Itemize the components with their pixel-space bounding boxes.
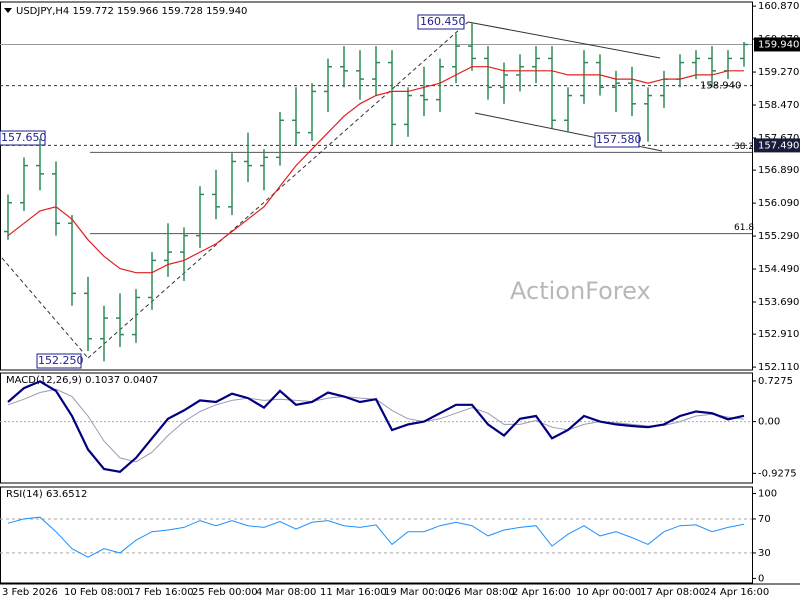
- y-tick-label: 152.910: [758, 329, 799, 340]
- pane-frame: [0, 372, 753, 484]
- annotation-box: [0, 130, 46, 146]
- annotation: 157.580: [596, 133, 642, 146]
- x-tick-label: 26 Mar 08:00: [448, 587, 515, 598]
- channel-line: [467, 21, 661, 59]
- macd-line: [7, 380, 745, 473]
- x-tick-label: 19 Mar 00:00: [384, 587, 451, 598]
- x-tick-label: 2 Apr 16:00: [512, 587, 571, 598]
- x-tick-label: 24 Apr 16:00: [704, 587, 769, 598]
- y-tick-label: 0.7275: [758, 376, 793, 387]
- level-label: 158.940: [700, 81, 741, 92]
- y-tick-label: 159.270: [758, 67, 799, 78]
- y-tick-label: 30: [758, 548, 771, 559]
- watermark: ActionForex: [510, 277, 651, 305]
- y-tick-label: 156.090: [758, 198, 799, 209]
- y-tick-label: 152.110: [758, 362, 799, 373]
- x-tick-label: 11 Mar 16:00: [320, 587, 387, 598]
- level-label: 159.940: [758, 39, 799, 50]
- annotation-box: [36, 353, 82, 369]
- y-tick-label: 153.690: [758, 297, 799, 308]
- level-box: [754, 37, 800, 52]
- annotation: 157.650: [1, 131, 47, 144]
- fib-label: 61.8: [734, 223, 754, 233]
- y-tick-label: 156.890: [758, 165, 799, 176]
- annotation-box: [594, 132, 640, 148]
- x-tick-label: 4 Mar 08:00: [256, 587, 316, 598]
- x-tick-label: 10 Apr 00:00: [576, 587, 641, 598]
- x-tick-label: 17 Apr 08:00: [640, 587, 705, 598]
- rsi-line: [7, 516, 745, 558]
- x-tick-label: 10 Feb 08:00: [64, 587, 130, 598]
- header-arrow: [4, 8, 12, 13]
- y-tick-label: 0: [758, 573, 764, 584]
- y-tick-label: 100: [758, 488, 777, 499]
- y-tick-label: 154.490: [758, 264, 799, 275]
- trend-line: [1, 257, 89, 359]
- y-tick-label: 0.00: [758, 417, 780, 428]
- level-box: [754, 138, 800, 153]
- y-tick-label: 70: [758, 514, 771, 525]
- x-tick-label: 17 Feb 16:00: [128, 587, 194, 598]
- x-tick-label: 25 Feb 00:00: [192, 587, 258, 598]
- pane-frame: [0, 486, 753, 584]
- fib-label: 38.2: [734, 142, 754, 152]
- annotation: 160.450: [420, 15, 466, 28]
- moving-average: [7, 66, 744, 274]
- pane-frame: [0, 1, 753, 371]
- x-tick-label: 3 Feb 2026: [2, 587, 58, 598]
- y-tick-label: 155.290: [758, 231, 799, 242]
- y-tick-label: 158.470: [758, 100, 799, 111]
- level-label: 157.490: [758, 140, 799, 151]
- annotation: 152.250: [38, 354, 84, 367]
- y-tick-label: -0.9275: [758, 468, 797, 479]
- pane-title: RSI(14) 63.6512: [6, 489, 87, 500]
- annotation-box: [417, 14, 465, 30]
- y-tick-label: 160.870: [758, 1, 799, 12]
- pane-title: MACD(12,26,9) 0.1037 0.0407: [6, 375, 158, 386]
- chart-title: USDJPY,H4 159.772 159.966 159.728 159.94…: [16, 6, 247, 17]
